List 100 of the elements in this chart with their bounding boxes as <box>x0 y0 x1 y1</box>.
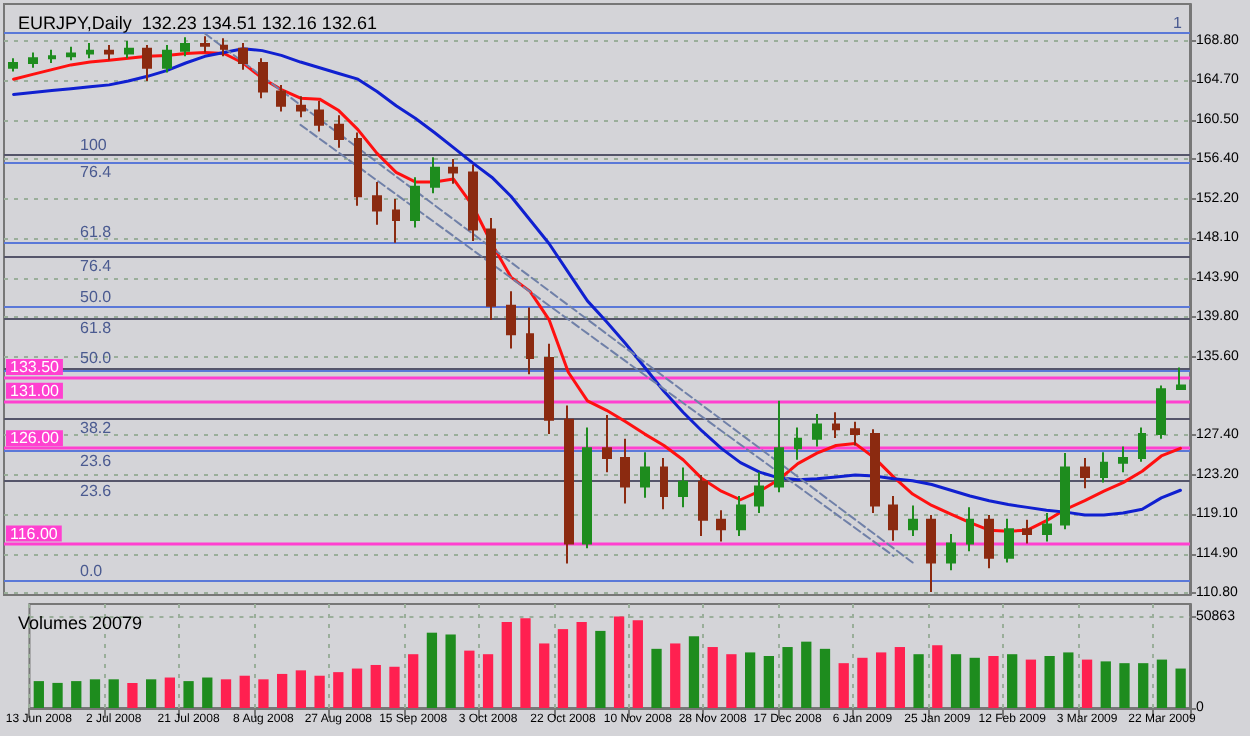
candlestick <box>468 163 478 242</box>
annotation: 1 <box>1173 13 1184 32</box>
annotation: 76.4 <box>80 162 113 181</box>
candlestick <box>660 456 668 511</box>
annotation: 23.6 <box>80 452 113 471</box>
candlestick <box>142 43 152 83</box>
candlestick <box>448 158 458 185</box>
candlestick <box>582 426 592 550</box>
bar <box>726 654 737 708</box>
annotation: 50.0 <box>80 287 113 306</box>
bar <box>539 643 550 708</box>
bar <box>1138 663 1149 708</box>
bar <box>969 657 980 708</box>
ref-line-label: 126.00 <box>10 429 61 448</box>
candlestick <box>238 42 248 71</box>
bar <box>1119 663 1130 708</box>
bar <box>651 648 662 708</box>
bar <box>127 682 138 708</box>
candlestick <box>984 513 994 570</box>
bar <box>389 666 400 708</box>
candlestick <box>104 43 114 62</box>
bar <box>707 647 718 708</box>
bar <box>426 632 438 708</box>
candlestick <box>1042 512 1052 543</box>
candlestick <box>526 306 534 376</box>
annotation: 76.4 <box>80 257 113 276</box>
bar <box>89 679 101 708</box>
bar <box>782 647 793 708</box>
annotation: 23.6 <box>80 481 113 500</box>
bar <box>688 636 700 708</box>
bar <box>464 650 475 708</box>
text: Volumes 20079 <box>18 613 143 633</box>
annotation: 61.8 <box>80 222 113 241</box>
bar <box>744 652 756 708</box>
bar <box>576 621 587 708</box>
bar <box>763 656 774 708</box>
bar <box>183 681 194 708</box>
candlestick <box>506 290 516 350</box>
candlestick <box>736 494 746 537</box>
bar <box>258 679 269 708</box>
bar <box>277 673 288 708</box>
bar <box>1007 654 1018 708</box>
candlestick <box>296 95 306 119</box>
ref-line-label: 131.00 <box>10 381 61 400</box>
bar <box>445 634 456 708</box>
candlestick <box>86 42 94 60</box>
bar <box>557 629 569 708</box>
annotation: 100 <box>80 136 108 155</box>
bar <box>632 620 643 708</box>
bar <box>370 664 381 708</box>
candlestick <box>334 114 344 149</box>
candlestick <box>354 131 362 207</box>
bar <box>333 672 344 708</box>
bar <box>988 656 999 708</box>
bar <box>239 675 250 708</box>
candlestick <box>314 100 324 133</box>
annotation: 0.0 <box>80 561 104 580</box>
bar <box>1100 661 1111 708</box>
text: EURJPY,Daily 132.23 134.51 132.16 132.61 <box>18 13 377 33</box>
candlestick <box>1100 451 1108 484</box>
ref-line-label: 116.00 <box>10 524 59 543</box>
candlestick <box>124 40 134 60</box>
bar <box>52 682 63 708</box>
candlestick <box>888 494 898 542</box>
candlestick <box>220 37 228 58</box>
bar <box>295 670 307 708</box>
candlestick <box>812 413 822 448</box>
bar <box>670 643 681 708</box>
candlestick <box>678 466 688 509</box>
candlestick <box>8 57 18 73</box>
candlestick <box>946 533 956 572</box>
candlestick <box>698 474 708 537</box>
bar <box>1081 659 1093 708</box>
candlestick <box>754 471 764 515</box>
bar <box>876 652 887 708</box>
bar <box>501 621 512 708</box>
bar <box>33 681 44 708</box>
candlestick <box>1060 452 1070 531</box>
bar <box>613 616 625 708</box>
ref-line-label: 133.50 <box>10 358 61 376</box>
bar <box>1156 659 1168 708</box>
bar <box>1175 668 1186 708</box>
bar <box>351 668 363 708</box>
candlestick <box>1138 426 1146 463</box>
candlestick <box>544 342 554 436</box>
bar <box>595 630 606 708</box>
candlestick <box>908 504 918 537</box>
candlestick <box>966 506 974 553</box>
candlestick <box>1022 518 1032 545</box>
candlestick <box>430 156 440 195</box>
bar <box>108 679 119 708</box>
bar <box>1044 656 1055 708</box>
bar <box>314 675 325 708</box>
candlestick <box>486 217 496 321</box>
candlestick <box>620 437 630 505</box>
annotation: 38.2 <box>80 418 113 437</box>
candlestick <box>200 35 210 54</box>
bar <box>482 654 494 708</box>
bar <box>1063 652 1074 708</box>
bar <box>145 679 157 708</box>
